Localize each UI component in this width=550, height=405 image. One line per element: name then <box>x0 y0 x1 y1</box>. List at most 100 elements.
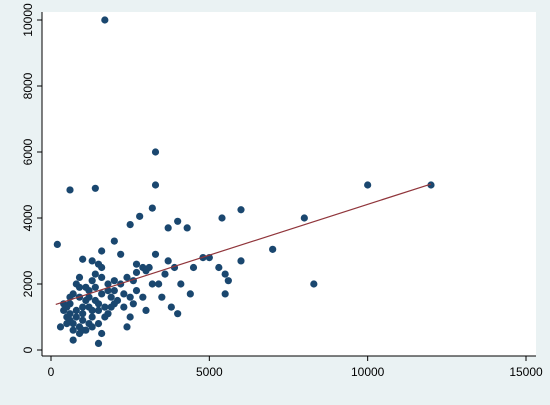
data-point <box>94 306 103 314</box>
data-point <box>136 212 144 220</box>
data-point <box>79 316 87 324</box>
y-tick-label: 10000 <box>21 3 35 37</box>
data-point <box>98 263 106 272</box>
data-point <box>117 250 125 258</box>
data-point <box>310 280 318 288</box>
data-point <box>110 287 118 295</box>
data-point <box>237 206 245 214</box>
x-tick-label: 10000 <box>351 365 385 379</box>
data-point <box>123 273 131 281</box>
data-point <box>364 181 372 189</box>
data-point <box>91 184 99 192</box>
y-tick-label: 0 <box>21 346 35 353</box>
x-tick-label: 5000 <box>196 365 223 379</box>
data-point <box>300 214 308 222</box>
data-point <box>151 181 160 189</box>
fit-line <box>55 183 432 306</box>
data-point <box>94 320 103 328</box>
data-point <box>132 268 141 277</box>
data-point <box>151 148 160 156</box>
data-point <box>69 336 77 344</box>
y-tick-label: 6000 <box>21 138 35 165</box>
data-point <box>85 293 93 301</box>
data-point <box>101 16 109 24</box>
data-point <box>91 283 99 291</box>
data-point <box>148 280 156 288</box>
data-point <box>88 277 96 285</box>
data-point <box>107 303 115 311</box>
data-point <box>110 277 118 285</box>
data-point <box>186 290 194 298</box>
data-point <box>91 270 99 278</box>
data-point <box>120 303 128 311</box>
data-point <box>79 303 87 311</box>
data-point <box>88 257 96 265</box>
data-point <box>177 280 185 288</box>
fit-line-group <box>55 183 432 306</box>
data-point <box>72 306 80 314</box>
data-point <box>164 224 172 232</box>
data-point <box>132 260 141 268</box>
data-point <box>107 293 115 301</box>
axes: 0 5000 10000 15000 0 2000 4000 6000 8000 10000 <box>21 3 543 379</box>
data-point <box>427 181 435 189</box>
data-point <box>101 303 109 311</box>
data-point <box>94 300 103 308</box>
data-point <box>88 306 96 314</box>
data-point <box>158 293 166 301</box>
data-point <box>88 323 96 331</box>
data-point <box>82 283 90 291</box>
data-point <box>98 273 106 281</box>
data-point <box>221 290 229 298</box>
data-point <box>237 257 245 265</box>
data-point <box>120 290 128 298</box>
data-point <box>63 320 71 328</box>
data-point <box>145 263 153 272</box>
data-point <box>94 339 103 347</box>
data-point <box>75 273 84 281</box>
data-point <box>69 326 77 334</box>
data-point <box>66 310 74 318</box>
x-tick-label: 15000 <box>509 365 543 379</box>
data-point <box>56 323 65 331</box>
data-point <box>132 287 141 295</box>
data-point <box>167 303 175 311</box>
data-point <box>98 290 106 298</box>
plot-area <box>42 12 536 356</box>
y-tick-label: 4000 <box>21 204 35 231</box>
data-point <box>161 270 169 278</box>
data-point <box>183 224 191 232</box>
data-point <box>215 263 223 272</box>
data-point <box>139 293 147 301</box>
data-point <box>174 217 182 225</box>
data-point <box>269 245 277 253</box>
data-point <box>126 293 134 301</box>
data-point <box>189 263 198 272</box>
data-point <box>123 323 131 331</box>
data-point <box>224 277 232 285</box>
data-point <box>72 280 80 288</box>
data-point <box>148 204 156 212</box>
data-point <box>113 296 122 305</box>
data-point <box>151 250 160 258</box>
data-point <box>221 270 229 278</box>
data-point <box>110 237 118 245</box>
data-point <box>104 280 112 288</box>
data-point <box>72 313 80 321</box>
data-point <box>142 306 150 314</box>
data-point <box>98 329 106 338</box>
data-point <box>155 280 163 288</box>
x-tick-label: 0 <box>48 365 55 379</box>
data-point <box>129 300 137 308</box>
data-point <box>66 186 74 194</box>
data-point <box>164 257 172 265</box>
data-point <box>126 313 134 321</box>
data-point <box>79 255 87 263</box>
data-point <box>79 310 87 318</box>
y-tick-label: 2000 <box>21 270 35 297</box>
data-point <box>79 326 87 334</box>
data-point <box>218 214 226 222</box>
data-point <box>126 221 134 229</box>
